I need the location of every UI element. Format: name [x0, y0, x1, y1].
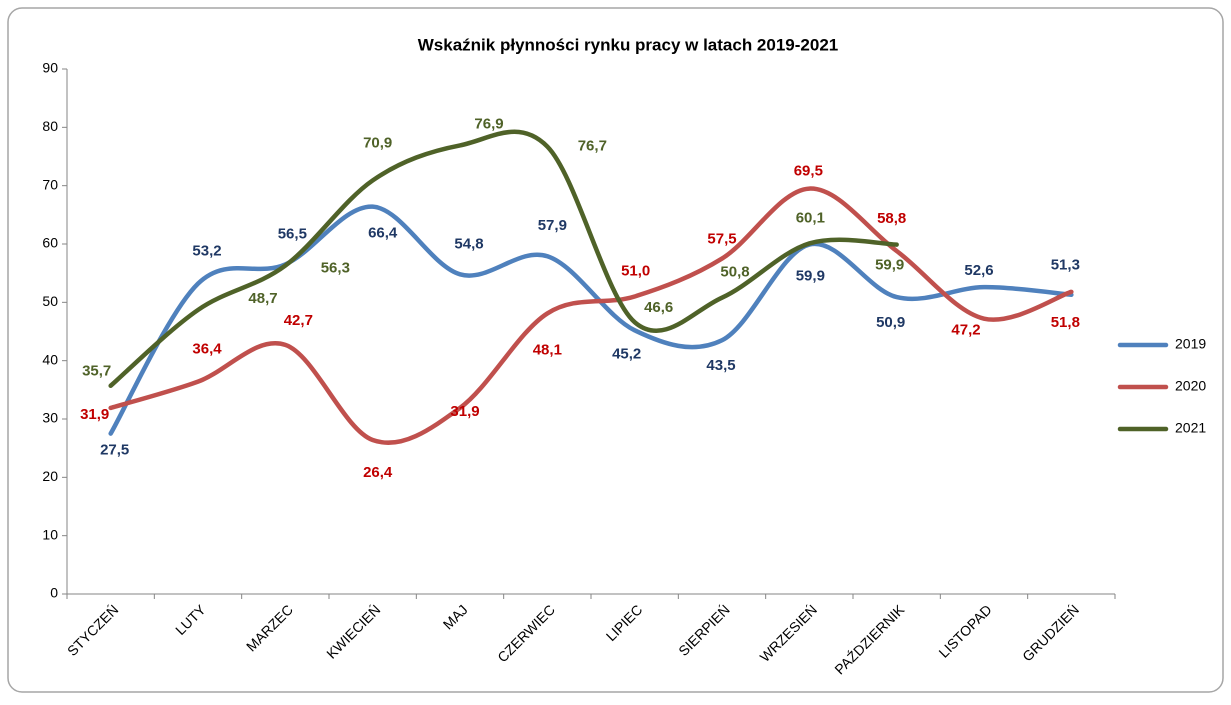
y-tick-label: 20: [42, 468, 58, 484]
data-label: 31,9: [80, 406, 109, 423]
data-label: 45,2: [612, 345, 641, 362]
series-line: [108, 129, 899, 388]
data-label: 43,5: [706, 357, 735, 374]
series-line: [108, 186, 1074, 445]
data-label: 53,2: [192, 243, 221, 260]
data-label: 48,7: [248, 290, 277, 307]
data-label: 51,0: [621, 262, 650, 279]
data-label: 69,5: [794, 163, 823, 180]
data-label: 50,9: [876, 314, 905, 331]
chart-border: [7, 7, 1224, 693]
legend-label: 2021: [1175, 420, 1206, 436]
y-tick-label: 40: [42, 351, 58, 367]
data-label: 27,5: [100, 442, 129, 459]
data-label: 35,7: [82, 363, 111, 380]
data-label: 70,9: [363, 134, 392, 151]
data-label: 76,7: [578, 138, 607, 155]
data-label: 42,7: [284, 312, 313, 329]
data-label: 47,2: [951, 322, 980, 339]
data-label: 48,1: [533, 341, 562, 358]
y-tick-label: 50: [42, 293, 58, 309]
y-tick-label: 60: [42, 235, 58, 251]
y-tick-label: 10: [42, 526, 58, 542]
data-label: 66,4: [368, 225, 398, 242]
data-label: 56,3: [321, 260, 350, 277]
data-label: 56,5: [278, 225, 307, 242]
y-tick-label: 0: [50, 585, 58, 601]
data-label: 26,4: [363, 464, 393, 481]
data-label: 57,9: [538, 217, 567, 234]
data-label: 76,9: [474, 115, 503, 132]
data-label: 54,8: [454, 235, 483, 252]
y-tick-label: 90: [42, 60, 58, 76]
data-label: 59,9: [875, 257, 904, 274]
legend-label: 2020: [1175, 378, 1206, 394]
y-tick-label: 30: [42, 410, 58, 426]
data-label: 52,6: [964, 262, 993, 279]
data-label: 51,8: [1051, 314, 1080, 331]
data-label: 57,5: [707, 231, 736, 248]
data-label: 58,8: [877, 210, 906, 227]
data-label: 59,9: [796, 268, 825, 285]
data-label: 46,6: [644, 299, 673, 316]
series-line: [108, 204, 1074, 436]
y-tick-label: 70: [42, 176, 58, 192]
legend-label: 2019: [1175, 336, 1206, 352]
data-label: 51,3: [1051, 257, 1080, 274]
data-label: 31,9: [450, 403, 479, 420]
data-label: 50,8: [720, 264, 749, 281]
data-label: 60,1: [796, 209, 825, 226]
y-tick-label: 80: [42, 118, 58, 134]
chart-title: Wskaźnik płynności rynku pracy w latach …: [418, 35, 838, 54]
data-label: 36,4: [192, 341, 222, 358]
